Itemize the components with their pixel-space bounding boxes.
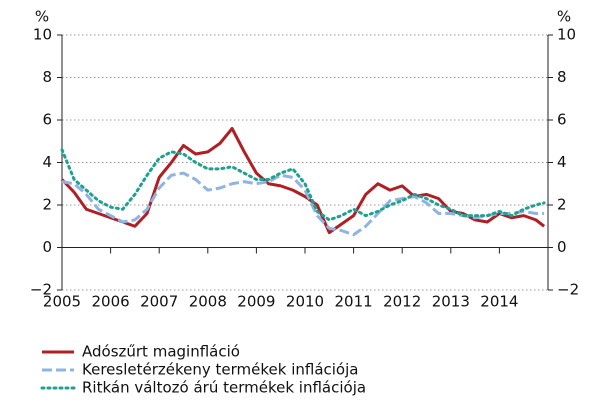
x-tick-label: 2011 — [335, 293, 373, 311]
y-tick-label: −2 — [30, 281, 52, 299]
series-line — [60, 148, 546, 222]
y2-tick-label: −2 — [557, 281, 579, 299]
legend-label: Ritkán változó árú termékek inflációja — [82, 379, 366, 397]
x-tick-label: 2008 — [189, 293, 227, 311]
x-tick-label: 2013 — [432, 293, 470, 311]
x-tick-label: 2010 — [286, 293, 324, 311]
legend-label: Keresletérzékeny termékek inflációja — [82, 361, 358, 379]
y-tick-label: 10 — [33, 26, 52, 44]
x-tick-label: 2012 — [383, 293, 421, 311]
y2-tick-label: 8 — [557, 68, 567, 86]
x-tick-label: 2005 — [43, 293, 81, 311]
y2-tick-label: 6 — [557, 111, 567, 129]
y-tick-label: 0 — [42, 238, 52, 256]
y2-tick-label: 4 — [557, 153, 567, 171]
y2-tick-label: 0 — [557, 238, 567, 256]
y2-tick-label: 2 — [557, 196, 567, 214]
legend-label: Adószűrt maginfláció — [82, 343, 240, 361]
y-tick-label: 6 — [42, 111, 52, 129]
y2-tick-label: 10 — [557, 26, 576, 44]
y-unit: % — [35, 8, 49, 26]
x-tick-label: 2007 — [140, 293, 178, 311]
x-tick-label: 2009 — [237, 293, 275, 311]
y2-unit: % — [557, 8, 571, 26]
series-line — [61, 171, 545, 237]
y-tick-label: 2 — [42, 196, 52, 214]
y-tick-label: 8 — [42, 68, 52, 86]
y-tick-label: 4 — [42, 153, 52, 171]
x-tick-label: 2006 — [92, 293, 130, 311]
x-tick-label: 2014 — [480, 293, 518, 311]
